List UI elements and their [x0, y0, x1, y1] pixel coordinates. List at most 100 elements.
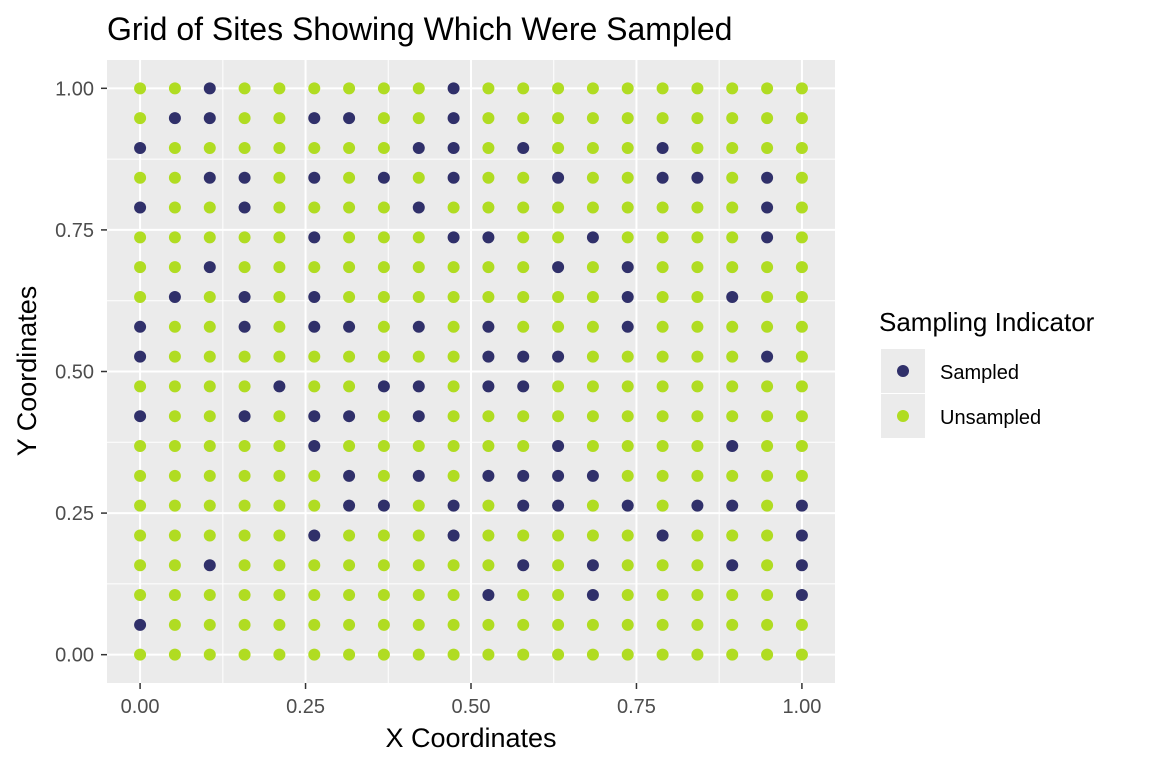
point-unsampled	[586, 82, 599, 95]
point-unsampled	[552, 141, 565, 154]
point-sampled	[656, 529, 669, 542]
point-sampled	[621, 290, 634, 303]
point-unsampled	[203, 141, 216, 154]
point-unsampled	[377, 440, 390, 453]
point-unsampled	[273, 112, 286, 125]
point-unsampled	[343, 589, 356, 602]
point-unsampled	[168, 261, 181, 274]
point-unsampled	[517, 440, 530, 453]
point-unsampled	[482, 648, 495, 661]
point-sampled	[795, 529, 808, 542]
point-unsampled	[482, 559, 495, 572]
point-unsampled	[586, 112, 599, 125]
point-unsampled	[482, 112, 495, 125]
point-unsampled	[691, 82, 704, 95]
point-unsampled	[134, 261, 147, 274]
point-unsampled	[273, 141, 286, 154]
point-unsampled	[586, 499, 599, 512]
point-unsampled	[517, 648, 530, 661]
point-sampled	[447, 231, 460, 244]
point-unsampled	[134, 589, 147, 602]
point-unsampled	[552, 82, 565, 95]
point-unsampled	[656, 261, 669, 274]
point-unsampled	[447, 469, 460, 482]
data-points	[134, 82, 808, 661]
point-unsampled	[691, 141, 704, 154]
point-unsampled	[134, 648, 147, 661]
point-unsampled	[552, 290, 565, 303]
point-unsampled	[621, 380, 634, 393]
point-unsampled	[203, 469, 216, 482]
point-unsampled	[552, 618, 565, 631]
point-sampled	[203, 261, 216, 274]
point-unsampled	[621, 201, 634, 214]
point-unsampled	[795, 469, 808, 482]
legend-label-unsampled: Unsampled	[940, 407, 1041, 429]
point-unsampled	[621, 469, 634, 482]
legend-dot-sampled	[897, 365, 909, 377]
point-unsampled	[134, 380, 147, 393]
point-unsampled	[621, 648, 634, 661]
point-unsampled	[552, 589, 565, 602]
point-unsampled	[691, 290, 704, 303]
point-unsampled	[203, 380, 216, 393]
point-unsampled	[343, 559, 356, 572]
point-unsampled	[168, 559, 181, 572]
x-tick-label: 1.00	[782, 696, 821, 718]
point-sampled	[761, 201, 774, 214]
point-sampled	[691, 171, 704, 184]
point-unsampled	[238, 82, 251, 95]
point-unsampled	[273, 499, 286, 512]
point-unsampled	[726, 261, 739, 274]
point-unsampled	[656, 112, 669, 125]
point-sampled	[517, 469, 530, 482]
point-unsampled	[273, 559, 286, 572]
point-unsampled	[412, 618, 425, 631]
point-unsampled	[377, 618, 390, 631]
legend-label-sampled: Sampled	[940, 362, 1019, 384]
point-sampled	[203, 171, 216, 184]
point-unsampled	[761, 499, 774, 512]
point-unsampled	[795, 82, 808, 95]
point-sampled	[273, 380, 286, 393]
point-unsampled	[273, 231, 286, 244]
point-unsampled	[691, 440, 704, 453]
point-unsampled	[412, 171, 425, 184]
point-sampled	[203, 112, 216, 125]
point-unsampled	[586, 618, 599, 631]
point-unsampled	[203, 440, 216, 453]
point-sampled	[134, 410, 147, 423]
point-unsampled	[552, 231, 565, 244]
point-unsampled	[273, 529, 286, 542]
point-unsampled	[447, 410, 460, 423]
point-sampled	[343, 410, 356, 423]
point-unsampled	[273, 469, 286, 482]
point-unsampled	[134, 440, 147, 453]
point-sampled	[517, 499, 530, 512]
point-sampled	[203, 82, 216, 95]
point-sampled	[447, 499, 460, 512]
point-unsampled	[412, 231, 425, 244]
point-unsampled	[168, 201, 181, 214]
point-unsampled	[586, 320, 599, 333]
point-unsampled	[482, 410, 495, 423]
point-sampled	[656, 171, 669, 184]
chart-title: Grid of Sites Showing Which Were Sampled	[107, 11, 732, 47]
point-unsampled	[795, 440, 808, 453]
point-unsampled	[203, 410, 216, 423]
point-unsampled	[447, 350, 460, 363]
legend: Sampling Indicator Sampled Unsampled	[879, 307, 1095, 438]
point-unsampled	[517, 231, 530, 244]
point-unsampled	[343, 201, 356, 214]
point-unsampled	[726, 350, 739, 363]
point-unsampled	[656, 290, 669, 303]
point-unsampled	[726, 231, 739, 244]
point-sampled	[586, 469, 599, 482]
point-unsampled	[203, 499, 216, 512]
point-unsampled	[343, 231, 356, 244]
point-unsampled	[621, 559, 634, 572]
point-unsampled	[203, 231, 216, 244]
point-unsampled	[795, 112, 808, 125]
point-unsampled	[482, 261, 495, 274]
point-unsampled	[761, 82, 774, 95]
